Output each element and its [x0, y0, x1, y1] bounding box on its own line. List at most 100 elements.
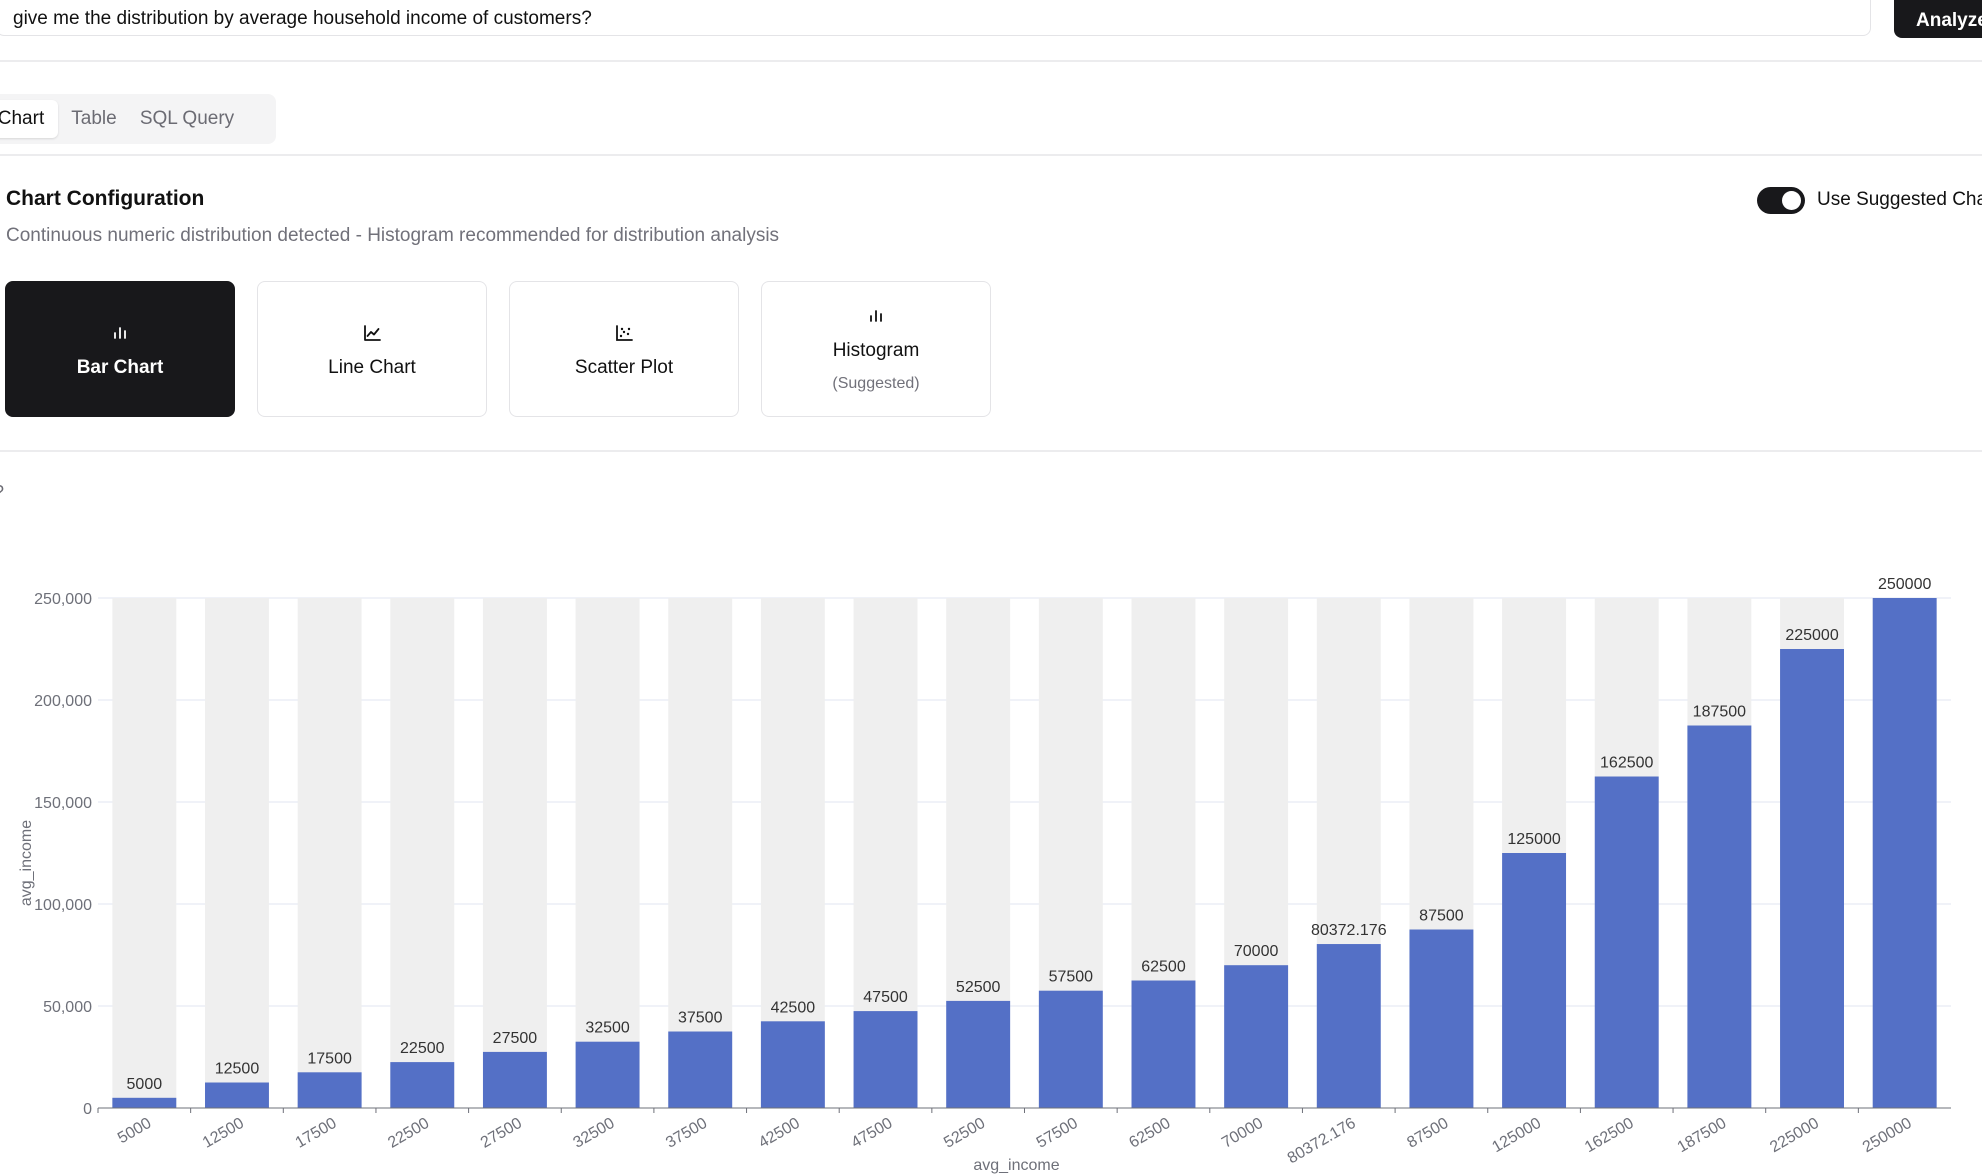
bar-value-label: 22500: [400, 1040, 445, 1057]
bar-background: [112, 598, 177, 1108]
bar-value-label: 62500: [1141, 959, 1186, 976]
toggle-knob: [1782, 191, 1801, 210]
bar-chart-icon: [114, 327, 126, 339]
bar-background: [390, 598, 455, 1108]
view-tabs: Chart Table SQL Query: [0, 94, 276, 144]
bar: [1687, 725, 1752, 1108]
y-axis-title: avg_income: [18, 820, 35, 906]
x-tick-label: 57500: [1034, 1115, 1081, 1152]
bar: [205, 1082, 269, 1108]
chart-type-label: Line Chart: [328, 357, 416, 378]
bar: [1131, 980, 1196, 1108]
bar-value-label: 57500: [1049, 969, 1094, 986]
suggested-badge: (Suggested): [832, 375, 920, 392]
bar-background: [482, 598, 547, 1108]
x-tick-label: 187500: [1675, 1115, 1730, 1156]
y-tick-label: 250,000: [34, 591, 92, 608]
chart-config-subtitle: Continuous numeric distribution detected…: [6, 225, 780, 246]
help-icon[interactable]: ?: [0, 482, 4, 503]
bar-background: [205, 598, 269, 1108]
query-input[interactable]: [0, 0, 1871, 36]
chart-type-scatter-plot[interactable]: Scatter Plot: [509, 281, 739, 417]
x-axis-title: avg_income: [973, 1157, 1059, 1174]
tab-sql-query[interactable]: SQL Query: [139, 108, 235, 129]
bar-value-label: 42500: [771, 999, 816, 1016]
analyze-button[interactable]: Analyze: [1894, 0, 1982, 38]
histogram-icon: [870, 310, 882, 322]
bar-background: [575, 598, 640, 1108]
bar-value-label: 87500: [1419, 908, 1464, 925]
y-tick-label: 100,000: [34, 897, 92, 914]
bar-value-label: 27500: [493, 1030, 538, 1047]
bar: [668, 1031, 733, 1108]
config-divider: [0, 450, 1982, 452]
bar: [1780, 649, 1844, 1108]
bar-background: [297, 598, 362, 1108]
bar-value-label: 162500: [1600, 755, 1653, 772]
bar-value-label: 12500: [215, 1061, 260, 1078]
suggested-chart-toggle[interactable]: [1757, 187, 1805, 214]
bar: [1502, 853, 1567, 1108]
chart-type-histogram[interactable]: Histogram (Suggested): [761, 281, 991, 417]
bar-value-label: 17500: [307, 1050, 352, 1067]
x-tick-label: 22500: [385, 1115, 432, 1152]
x-tick-label: 17500: [293, 1115, 340, 1152]
x-tick-label: 27500: [478, 1115, 525, 1152]
x-tick-label: 162500: [1582, 1115, 1637, 1156]
bar: [390, 1062, 455, 1108]
chart-type-label: Bar Chart: [76, 357, 164, 378]
x-tick-label: 80372.176: [1285, 1115, 1359, 1168]
y-tick-label: 50,000: [43, 999, 92, 1016]
y-tick-label: 0: [83, 1101, 92, 1118]
bar: [112, 1097, 177, 1108]
chart-type-bar-chart[interactable]: Bar Chart: [5, 281, 235, 417]
bar-value-label: 32500: [585, 1020, 630, 1037]
bar: [1409, 929, 1474, 1108]
bar-value-label: 187500: [1693, 704, 1746, 721]
x-tick-label: 70000: [1219, 1115, 1266, 1152]
bar: [1316, 944, 1381, 1108]
tab-table[interactable]: Table: [71, 108, 117, 129]
bar-value-label: 5000: [127, 1076, 163, 1093]
suggested-chart-toggle-label: Use Suggested Chart: [1817, 189, 1982, 210]
x-tick-label: 62500: [1126, 1115, 1173, 1152]
bar-value-label: 70000: [1234, 943, 1279, 960]
bar: [575, 1041, 640, 1108]
x-tick-label: 37500: [663, 1115, 710, 1152]
bar: [482, 1051, 547, 1108]
scatter-plot-icon: [616, 325, 633, 341]
bar-value-label: 52500: [956, 979, 1001, 996]
bar-value-label: 47500: [863, 989, 908, 1006]
bar-value-label: 80372.176: [1311, 922, 1387, 939]
bar: [1872, 598, 1937, 1108]
bar-value-label: 125000: [1507, 831, 1560, 848]
bar-value-label: 250000: [1878, 576, 1931, 593]
income-distribution-chart: 5000 12500 17500 22500 27500 32500 37500 42500 4…: [18, 576, 1951, 1174]
x-tick-label: 42500: [756, 1115, 803, 1152]
x-tick-label: 250000: [1860, 1115, 1915, 1156]
chart-type-line-chart[interactable]: Line Chart: [257, 281, 487, 417]
chart-type-label: Histogram: [832, 340, 920, 361]
x-tick-label: 32500: [571, 1115, 618, 1152]
x-tick-label: 5000: [115, 1115, 154, 1148]
y-tick-label: 150,000: [34, 795, 92, 812]
bar: [1594, 776, 1659, 1108]
top-divider: [0, 60, 1982, 62]
bar: [1038, 990, 1103, 1108]
x-tick-label: 52500: [941, 1115, 988, 1152]
x-tick-label: 12500: [200, 1115, 247, 1152]
chart-type-label: Scatter Plot: [574, 357, 674, 378]
tab-chart[interactable]: Chart: [0, 100, 58, 138]
bar: [1224, 965, 1289, 1108]
bar: [946, 1000, 1011, 1108]
bar-background: [668, 598, 733, 1108]
y-tick-label: 200,000: [34, 693, 92, 710]
x-tick-label: 47500: [848, 1115, 895, 1152]
x-tick-label: 125000: [1489, 1115, 1544, 1156]
chart-config-title: Chart Configuration: [6, 187, 205, 210]
tabs-divider: [0, 154, 1982, 156]
bar: [297, 1072, 362, 1108]
x-tick-label: 87500: [1404, 1115, 1451, 1152]
line-chart-icon: [364, 325, 381, 341]
bar: [853, 1011, 918, 1108]
